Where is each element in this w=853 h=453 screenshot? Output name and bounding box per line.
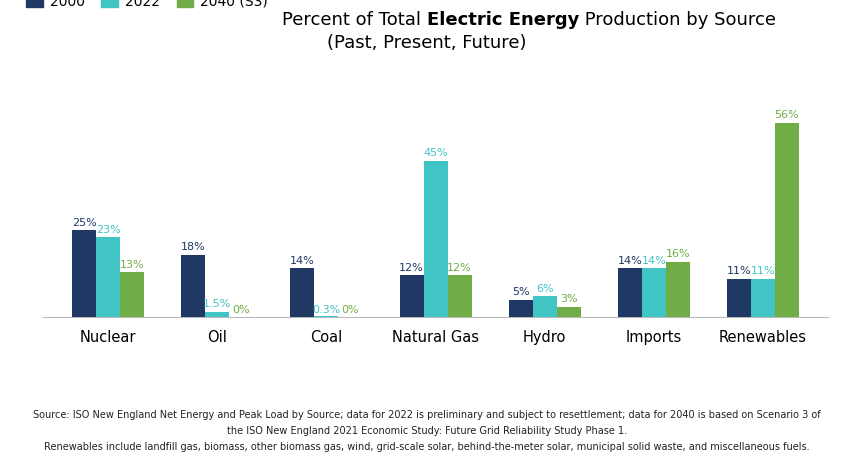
Text: 3%: 3% — [560, 294, 577, 304]
Bar — [423, 161, 447, 317]
Text: 14%: 14% — [290, 256, 315, 266]
Bar — [532, 296, 556, 317]
Bar — [205, 312, 229, 317]
Bar — [447, 275, 471, 317]
Bar — [556, 307, 580, 317]
Text: 45%: 45% — [423, 149, 447, 159]
Bar — [508, 300, 532, 317]
Text: 0%: 0% — [341, 305, 359, 315]
Bar — [750, 279, 774, 317]
Text: Percent of Total: Percent of Total — [282, 11, 426, 29]
Text: Electric Energy: Electric Energy — [426, 11, 578, 29]
Legend: 2000, 2022, 2040 (S3): 2000, 2022, 2040 (S3) — [26, 0, 268, 9]
Text: 0%: 0% — [232, 305, 250, 315]
Bar — [181, 255, 205, 317]
Text: 56%: 56% — [774, 110, 798, 120]
Bar — [665, 261, 689, 317]
Text: 5%: 5% — [511, 287, 529, 297]
Bar — [641, 269, 665, 317]
Text: (Past, Present, Future): (Past, Present, Future) — [327, 34, 526, 52]
Bar — [774, 123, 798, 317]
Bar — [120, 272, 144, 317]
Text: Production by Source: Production by Source — [578, 11, 775, 29]
Text: 25%: 25% — [72, 218, 96, 228]
Bar — [726, 279, 750, 317]
Bar — [96, 237, 120, 317]
Text: 18%: 18% — [181, 242, 206, 252]
Text: 11%: 11% — [726, 266, 751, 276]
Text: 13%: 13% — [119, 260, 144, 270]
Text: the ISO New England 2021 Economic Study: Future Grid Reliability Study Phase 1.: the ISO New England 2021 Economic Study:… — [227, 426, 626, 436]
Text: 12%: 12% — [398, 263, 423, 273]
Text: 1.5%: 1.5% — [203, 299, 231, 309]
Bar — [617, 269, 641, 317]
Bar — [72, 230, 96, 317]
Text: Renewables include landfill gas, biomass, other biomass gas, wind, grid-scale so: Renewables include landfill gas, biomass… — [44, 442, 809, 452]
Text: 23%: 23% — [96, 225, 120, 235]
Text: 14%: 14% — [617, 256, 641, 266]
Text: 11%: 11% — [750, 266, 775, 276]
Bar — [399, 275, 423, 317]
Text: 16%: 16% — [664, 249, 689, 259]
Text: 6%: 6% — [535, 284, 553, 294]
Text: Source: ISO New England Net Energy and Peak Load by Source; data for 2022 is pre: Source: ISO New England Net Energy and P… — [33, 410, 820, 420]
Text: 0.3%: 0.3% — [312, 305, 340, 315]
Text: 14%: 14% — [641, 256, 665, 266]
Bar — [290, 269, 314, 317]
Bar — [314, 316, 338, 317]
Text: 12%: 12% — [447, 263, 472, 273]
